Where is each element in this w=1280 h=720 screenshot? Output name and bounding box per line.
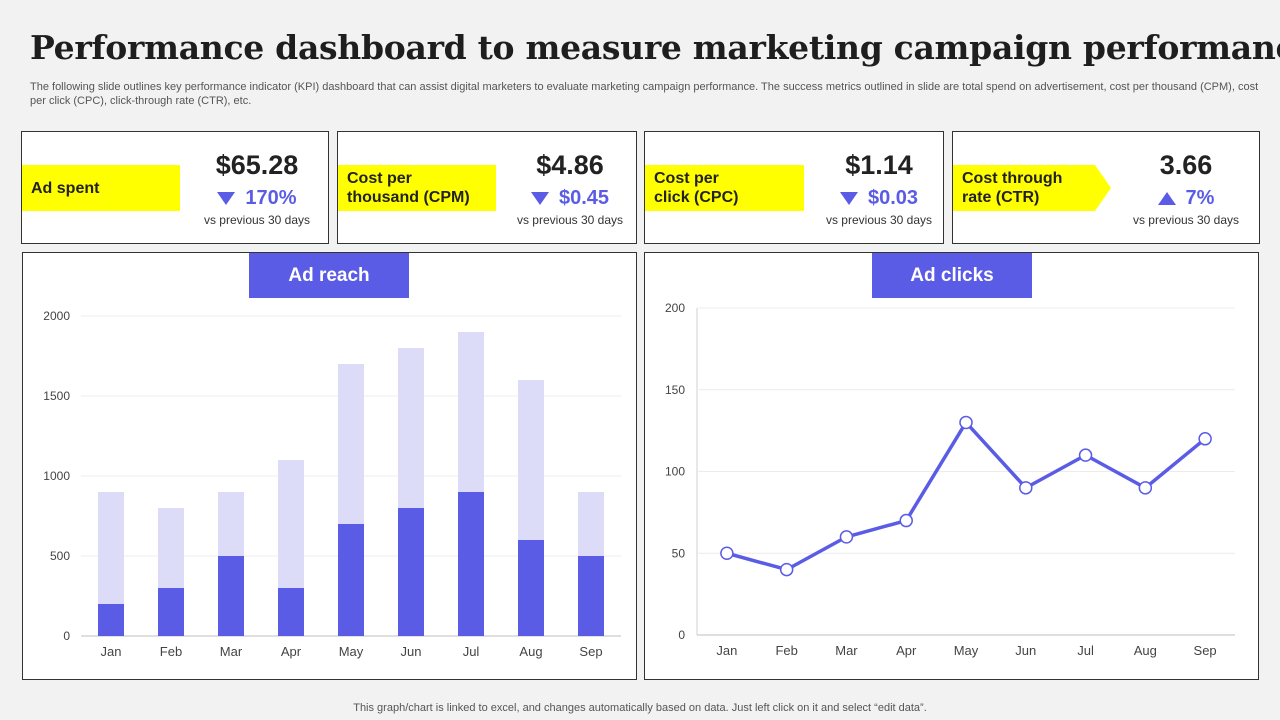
kpi-label: Cost per thousand (CPM) bbox=[338, 165, 496, 211]
x-tick-label: Jul bbox=[463, 644, 480, 659]
ad-reach-panel: 0 500 1000 1500 2000 Jan Feb Mar Apr May Jun Jul Aug… bbox=[22, 252, 637, 680]
bar-segment bbox=[578, 556, 604, 636]
up-arrow-icon bbox=[1157, 192, 1176, 205]
x-tick-label: Aug bbox=[1134, 643, 1157, 658]
page-title: Performance dashboard to measure marketi… bbox=[30, 28, 1280, 67]
y-tick-label: 0 bbox=[63, 629, 70, 643]
kpi-card-ad-spent[interactable]: Ad spent $65.28 170% vs previous 30 days bbox=[21, 131, 329, 244]
kpi-change: 170% bbox=[192, 187, 322, 210]
kpi-change-value: 7% bbox=[1185, 187, 1215, 209]
bar-segment bbox=[338, 364, 364, 524]
data-point bbox=[1019, 481, 1033, 495]
bar-segment bbox=[158, 508, 184, 588]
kpi-note: vs previous 30 days bbox=[825, 213, 933, 227]
y-tick-label: 200 bbox=[665, 301, 685, 315]
y-tick-label: 50 bbox=[672, 546, 686, 560]
bar-segment bbox=[278, 588, 304, 636]
footer-note: This graph/chart is linked to excel, and… bbox=[353, 702, 927, 714]
x-tick-label: Apr bbox=[896, 643, 917, 658]
x-tick-label: Aug bbox=[519, 644, 542, 659]
bar-segment bbox=[578, 492, 604, 556]
kpi-change-value: 170% bbox=[245, 187, 297, 209]
bar-segment bbox=[98, 492, 124, 604]
kpi-change-value: $0.45 bbox=[558, 187, 610, 209]
kpi-change: $0.03 bbox=[815, 187, 943, 210]
y-tick-label: 1000 bbox=[43, 469, 70, 483]
x-tick-label: Jun bbox=[1015, 643, 1036, 658]
kpi-label: Cost through rate (CTR) bbox=[953, 165, 1111, 211]
data-point bbox=[779, 562, 794, 577]
kpi-note: vs previous 30 days bbox=[516, 213, 624, 227]
data-point bbox=[720, 546, 734, 560]
x-tick-label: Apr bbox=[281, 644, 302, 659]
x-tick-label: Mar bbox=[835, 643, 858, 658]
ad-clicks-panel: 0 50 100 150 200 Jan Feb Mar Apr May Jun Jul Aug Sep … bbox=[644, 252, 1259, 680]
kpi-card-cpc[interactable]: Cost per click (CPC) $1.14 $0.03 vs previ… bbox=[644, 131, 944, 244]
kpi-card-cpm[interactable]: Cost per thousand (CPM) $4.86 $0.45 vs pr… bbox=[337, 131, 637, 244]
data-point bbox=[1138, 481, 1153, 495]
x-tick-label: Jul bbox=[1077, 643, 1094, 658]
y-tick-label: 0 bbox=[678, 628, 685, 642]
y-tick-label: 1500 bbox=[43, 389, 70, 403]
kpi-value: $1.14 bbox=[845, 150, 913, 180]
x-tick-label: Jan bbox=[101, 644, 122, 659]
ad-clicks-header: Ad clicks bbox=[872, 253, 1032, 298]
down-arrow-icon bbox=[530, 192, 549, 205]
x-tick-label: Jan bbox=[716, 643, 737, 658]
x-tick-label: May bbox=[954, 643, 979, 658]
bar-segment bbox=[518, 380, 544, 540]
bar-segment bbox=[98, 604, 124, 636]
kpi-label: Ad spent bbox=[22, 165, 180, 211]
x-tick-label: Feb bbox=[160, 644, 182, 659]
kpi-value: $65.28 bbox=[215, 150, 299, 180]
y-tick-label: 100 bbox=[665, 465, 685, 479]
data-point bbox=[959, 415, 973, 430]
bar-segment bbox=[458, 492, 484, 636]
data-point bbox=[1198, 432, 1212, 446]
ad-clicks-chart[interactable]: 0 50 100 150 200 Jan Feb Mar Apr May Jun Jul Aug Sep bbox=[645, 253, 1258, 679]
y-tick-label: 150 bbox=[665, 383, 685, 397]
kpi-value: $4.86 bbox=[536, 150, 604, 180]
kpi-value: 3.66 bbox=[1159, 150, 1213, 180]
bar-segment bbox=[398, 348, 424, 508]
data-point bbox=[1078, 448, 1093, 462]
down-arrow-icon bbox=[217, 192, 236, 205]
kpi-note: vs previous 30 days bbox=[1132, 213, 1240, 227]
bar-segment bbox=[158, 588, 184, 636]
x-tick-label: Sep bbox=[1194, 643, 1217, 658]
kpi-note: vs previous 30 days bbox=[203, 213, 311, 227]
page-subtitle: The following slide outlines key perform… bbox=[30, 81, 1259, 107]
bar-segment bbox=[338, 524, 364, 636]
x-tick-label: Jun bbox=[401, 644, 422, 659]
y-tick-label: 500 bbox=[50, 549, 70, 563]
x-tick-label: Feb bbox=[775, 643, 797, 658]
kpi-change: 7% bbox=[1121, 187, 1251, 210]
ad-reach-header: Ad reach bbox=[249, 253, 409, 298]
data-point bbox=[839, 530, 854, 544]
bar-segment bbox=[518, 540, 544, 636]
bar-segment bbox=[278, 460, 304, 588]
kpi-label: Cost per click (CPC) bbox=[645, 165, 804, 211]
bar-segment bbox=[218, 492, 244, 556]
x-tick-label: Sep bbox=[579, 644, 602, 659]
bar-segment bbox=[218, 556, 244, 636]
kpi-card-ctr[interactable]: Cost through rate (CTR) 3.66 7% vs previo… bbox=[952, 131, 1260, 244]
bar-segment bbox=[458, 332, 484, 492]
kpi-change-value: $0.03 bbox=[867, 187, 919, 209]
x-tick-label: Mar bbox=[220, 644, 243, 659]
y-tick-label: 2000 bbox=[43, 309, 70, 323]
clicks-line bbox=[726, 420, 1207, 572]
bar-segment bbox=[398, 508, 424, 636]
data-point bbox=[899, 513, 913, 528]
ad-reach-chart[interactable]: 0 500 1000 1500 2000 Jan Feb Mar Apr May Jun Jul Aug… bbox=[23, 253, 636, 679]
kpi-change: $0.45 bbox=[506, 187, 634, 210]
down-arrow-icon bbox=[839, 192, 858, 205]
x-tick-label: May bbox=[339, 644, 364, 659]
